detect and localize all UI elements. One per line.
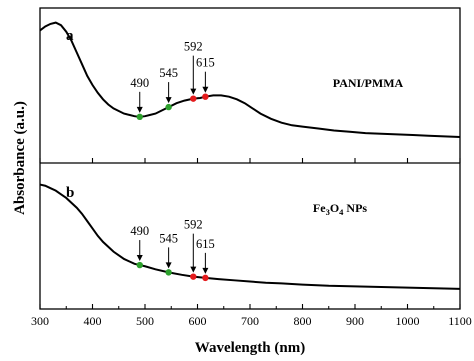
marker-dot-490 [136, 113, 143, 121]
marker-arrow-head [202, 86, 209, 93]
marker-arrow-head [165, 262, 172, 269]
marker-label-490: 490 [130, 76, 149, 90]
x-tick-label: 1000 [396, 314, 420, 328]
marker-dot-545 [165, 103, 172, 111]
marker-label-592: 592 [184, 40, 203, 54]
panel-a-sample-label: PANI/PMMA [333, 76, 404, 90]
marker-label-545: 545 [159, 231, 178, 245]
panel-b-label: b [66, 185, 74, 201]
x-tick-label: 1100 [448, 314, 472, 328]
y-axis-title: Absorbance (a.u.) [12, 101, 28, 215]
x-tick-label: 500 [136, 314, 154, 328]
x-tick-label: 400 [84, 314, 102, 328]
marker-layer: 490 545 592 615 490 545 592 615 [130, 40, 215, 282]
series-layer [39, 21, 461, 290]
marker-arrow-head [136, 106, 143, 113]
marker-label-490: 490 [130, 224, 149, 238]
x-tick-label: 300 [31, 314, 49, 328]
spectrum-line-b [39, 183, 461, 290]
marker-arrow-head [136, 255, 143, 262]
panel-a-label: a [66, 28, 74, 44]
x-tick-label: 600 [189, 314, 207, 328]
marker-label-592: 592 [184, 218, 203, 232]
x-axis-ticks: 300 400 500 600 700 800 900 1000 1100 [31, 158, 472, 328]
x-axis-title: Wavelength (nm) [195, 340, 305, 356]
marker-dot-592 [190, 95, 197, 102]
marker-dot-490 [136, 261, 143, 269]
marker-arrow-head [190, 88, 197, 95]
panel-b-sample-label: Fe3O4 NPs [313, 201, 367, 217]
marker-label-545: 545 [159, 66, 178, 80]
marker-dot-615 [202, 93, 209, 100]
marker-arrow-head [202, 267, 209, 274]
spectrum-line-a [39, 21, 461, 138]
marker-label-615: 615 [196, 237, 215, 251]
x-tick-label: 800 [294, 314, 312, 328]
marker-dot-545 [165, 269, 172, 276]
x-tick-label: 700 [241, 314, 259, 328]
marker-dot-592 [190, 273, 197, 280]
marker-label-615: 615 [196, 56, 215, 70]
marker-dot-615 [202, 274, 209, 282]
marker-arrow-head [165, 97, 172, 104]
marker-arrow-head [190, 266, 197, 273]
x-tick-label: 900 [346, 314, 364, 328]
